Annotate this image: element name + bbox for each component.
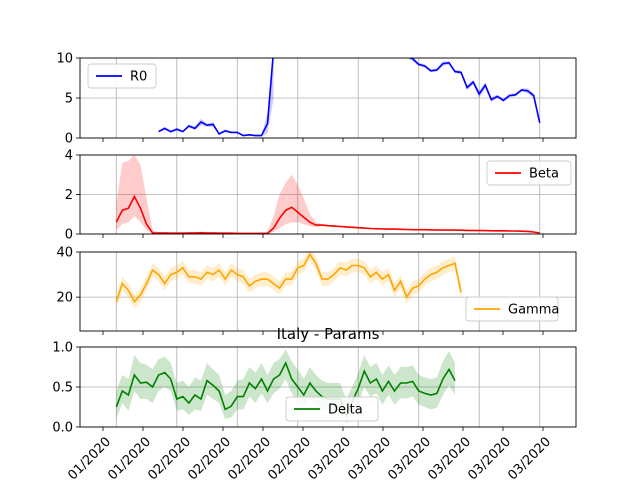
confidence-band — [116, 252, 462, 309]
x-tick-label: 03/2020 — [505, 434, 554, 480]
legend-box — [285, 396, 379, 422]
legend-label: Beta — [529, 167, 559, 182]
series-line — [115, 194, 540, 234]
series-line — [115, 252, 462, 304]
legend-label: R0 — [130, 70, 147, 85]
y-tick-label: 20 — [56, 291, 73, 306]
gamma-panel: 20 40 Gamma — [56, 246, 577, 335]
r0-panel: 0 5 10 R0 — [56, 52, 577, 147]
series-line — [158, 58, 274, 137]
y-tick-label: 5 — [65, 92, 73, 107]
legend-label: Gamma — [508, 303, 559, 318]
y-tick-label: 0.0 — [52, 421, 73, 436]
y-tick-label: 4 — [65, 149, 73, 164]
confidence-band — [406, 58, 540, 125]
y-tick-label: 10 — [56, 52, 73, 67]
confidence-band — [158, 58, 274, 137]
axes-frame — [79, 57, 577, 139]
legend-label: Delta — [328, 403, 363, 418]
delta-panel: 0.0 0.5 1.0 Delta Italy - Params — [52, 325, 577, 436]
beta-panel: 0 2 4 Beta — [65, 149, 577, 243]
y-tick-label: 40 — [56, 246, 73, 261]
legend-box — [486, 160, 572, 186]
y-tick-label: 0 — [65, 132, 73, 147]
series-line — [115, 361, 456, 418]
y-tick-label: 1.0 — [52, 341, 73, 356]
y-tick-label: 0.5 — [52, 381, 73, 396]
y-tick-label: 0 — [65, 228, 73, 243]
y-tick-label: 2 — [65, 188, 73, 203]
axes-frame — [79, 154, 577, 235]
confidence-band — [116, 349, 456, 423]
axes-frame — [79, 251, 577, 332]
legend-box — [465, 296, 559, 322]
chart-title: Italy - Params — [277, 325, 380, 343]
axes-frame — [79, 346, 577, 428]
series-line — [408, 58, 541, 123]
